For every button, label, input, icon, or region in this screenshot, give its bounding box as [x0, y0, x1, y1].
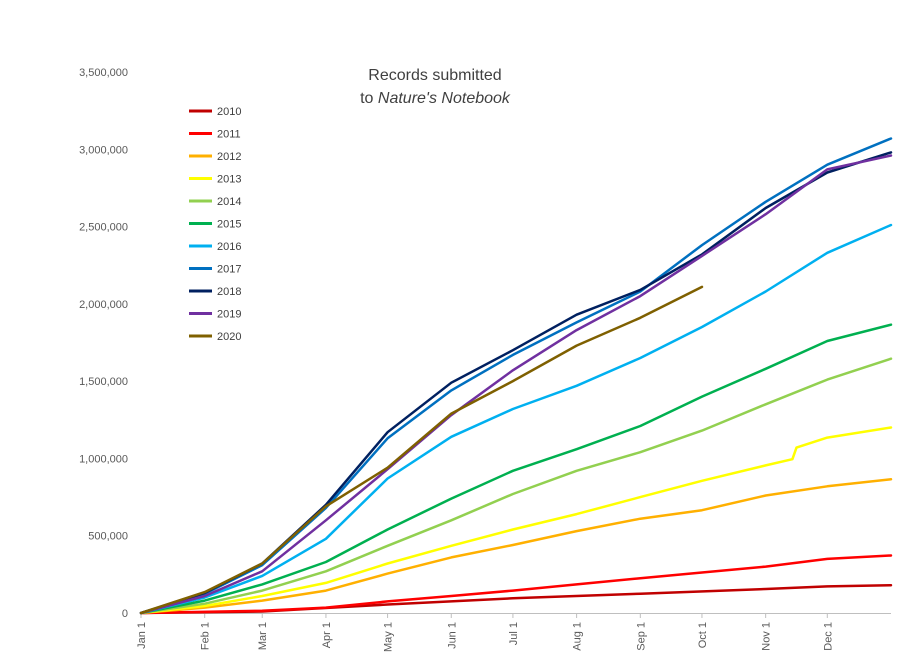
series-line-2013	[139, 426, 893, 615]
x-tick-label: Oct 1	[697, 622, 709, 648]
legend-label-2016: 2016	[217, 241, 241, 253]
series-lines	[139, 137, 893, 615]
y-tick-label: 2,500,000	[79, 222, 128, 234]
x-tick-label: Jul 1	[508, 622, 520, 645]
x-tick-label: Dec 1	[822, 622, 834, 651]
chart-title-italic: Nature's Notebook	[378, 90, 511, 107]
legend-label-2014: 2014	[217, 196, 241, 208]
x-tick-label: Mar 1	[257, 622, 269, 650]
x-tick-label: Jan 1	[136, 622, 148, 649]
x-tick-label: Apr 1	[321, 622, 333, 648]
y-tick-label: 1,500,000	[79, 376, 128, 388]
x-tick-label: Jun 1	[446, 622, 458, 649]
legend-label-2020: 2020	[217, 331, 241, 343]
y-tick-label: 3,500,000	[79, 67, 128, 79]
series-line-2014	[139, 357, 893, 615]
series-line-2020	[139, 285, 704, 615]
x-axis-ticks: Jan 1 Feb 1 Mar 1 Apr 1 May 1 Jun 1 Jul 1 Aug 1…	[136, 613, 834, 652]
y-tick-label: 1,000,000	[79, 453, 128, 465]
legend-label-2010: 2010	[217, 106, 241, 118]
series-line-2011	[139, 554, 893, 615]
series-line-2015	[139, 323, 893, 615]
chart-title-line-2: to Nature's Notebook	[360, 90, 511, 107]
series-line-2019	[139, 154, 893, 615]
y-tick-label: 3,000,000	[79, 144, 128, 156]
series-line-2016	[139, 223, 893, 615]
legend-label-2017: 2017	[217, 264, 241, 276]
legend-label-2018: 2018	[217, 286, 241, 298]
y-tick-label: 0	[122, 608, 128, 620]
y-tick-label: 2,000,000	[79, 299, 128, 311]
y-tick-label: 500,000	[88, 531, 128, 543]
legend-label-2013: 2013	[217, 174, 241, 186]
x-tick-label: Sep 1	[635, 622, 647, 651]
legend-label-2015: 2015	[217, 219, 241, 231]
series-line-2012	[139, 478, 893, 615]
legend-label-2011: 2011	[217, 129, 241, 141]
x-tick-label: Aug 1	[572, 622, 584, 651]
chart-title-prefix: to	[360, 90, 378, 107]
x-tick-label: Feb 1	[200, 622, 212, 650]
y-axis-ticks: 0 500,000 1,000,000 1,500,000 2,000,000 2,500…	[79, 67, 128, 620]
chart-title-line-1: Records submitted	[368, 67, 501, 84]
series-line-2017	[139, 137, 893, 615]
legend-label-2012: 2012	[217, 151, 241, 163]
x-tick-label: May 1	[383, 622, 395, 652]
x-tick-label: Nov 1	[761, 622, 773, 651]
legend-label-2019: 2019	[217, 309, 241, 321]
legend: 2010 2011 2012 2013 2014 2015 2016 2017 2018 2019…	[189, 106, 241, 343]
